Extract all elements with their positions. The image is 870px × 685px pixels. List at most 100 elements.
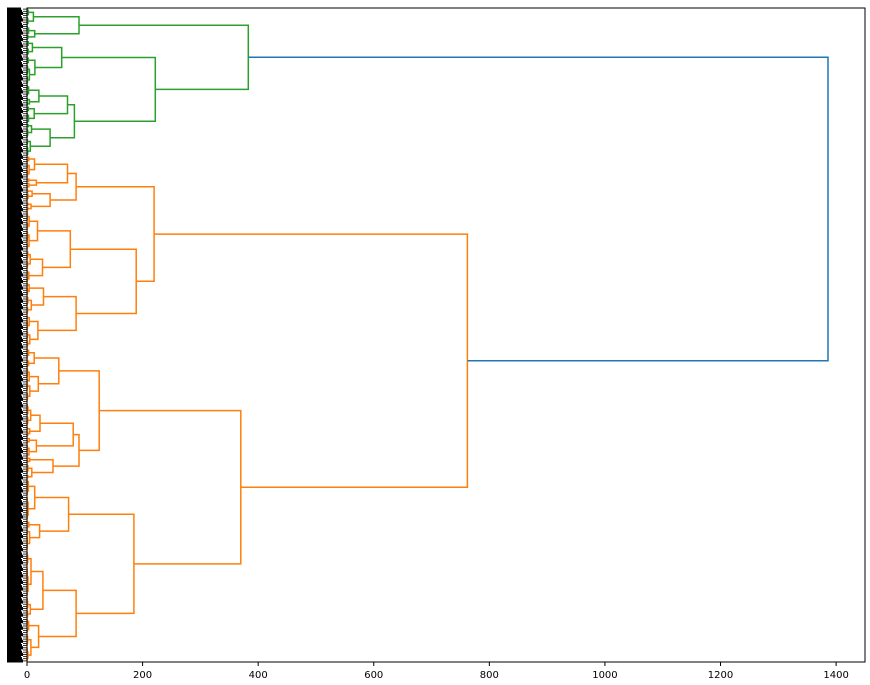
dendrogram-link-113 [27, 253, 31, 265]
dendrogram-link-17 [28, 42, 34, 53]
x-tick-label-1000: 1000 [592, 670, 617, 681]
dendrogram-link-270 [27, 603, 32, 615]
dendrogram-link-2 [27, 11, 35, 22]
leaf-label-mark [7, 236, 21, 240]
leaf-label-mark [7, 567, 23, 571]
leaf-label-mark [7, 260, 23, 264]
leaf-label-mark [7, 657, 22, 661]
leaf-label-mark [7, 212, 22, 216]
leaf-label-mark [7, 654, 21, 659]
leaf-label-mark [7, 90, 23, 94]
leaf-label-mark [7, 635, 21, 639]
leaf-label-mark [7, 269, 21, 273]
leaf-label-mark [7, 105, 21, 109]
leaf-label-mark [7, 162, 23, 166]
dendrogram-link-249 [30, 570, 44, 611]
dendrogram-link-60 [27, 140, 32, 152]
leaf-label-mark [7, 360, 21, 364]
leaf-label-mark [7, 223, 21, 227]
leaf-label-mark [7, 367, 21, 371]
leaf-label-mark [7, 530, 21, 534]
leaf-label-mark [7, 358, 23, 362]
leaf-label-mark [7, 321, 21, 325]
dendrogram-link-250 [27, 557, 32, 585]
leaf-label-mark [7, 55, 22, 59]
leaf-label-mark [7, 648, 21, 652]
leaf-label-mark [7, 164, 21, 168]
leaf-label-mark [7, 539, 22, 543]
leaf-label-mark [7, 641, 21, 646]
leaf-label-mark [7, 301, 21, 305]
leaf-label-mark [7, 314, 21, 319]
x-tick-label-1400: 1400 [823, 670, 848, 681]
dendrogram-link-53 [30, 128, 51, 148]
leaf-label-mark [7, 550, 21, 554]
leaf-label-mark [7, 347, 21, 351]
leaf-label-mark [7, 413, 21, 417]
leaf-label-mark [7, 406, 21, 410]
leaf-label-mark [7, 537, 21, 541]
leaf-label-mark [7, 48, 22, 53]
leaf-label-mark [7, 426, 21, 430]
leaf-label-mark [7, 460, 22, 465]
leaf-label-mark [7, 203, 21, 207]
leaf-label-mark [7, 9, 22, 13]
leaf-label-mark [7, 391, 23, 395]
leaf-label-mark [7, 35, 22, 39]
dendrogram-link-217 [28, 485, 36, 510]
leaf-label-mark [7, 186, 22, 190]
leaf-label-mark [7, 232, 22, 236]
leaf-label-mark [7, 327, 21, 332]
leaf-label-mark [7, 88, 22, 92]
leaf-label-mark [7, 484, 21, 489]
leaf-label-mark [7, 522, 23, 526]
dendrogram-link-82 [27, 182, 30, 188]
leaf-label-mark [7, 229, 21, 233]
leaf-label-mark [7, 144, 21, 148]
leaf-label-column [7, 7, 27, 663]
leaf-label-mark [7, 351, 23, 356]
dendrogram-link-141 [29, 320, 39, 341]
leaf-label-mark [7, 53, 21, 57]
leaf-label-mark [7, 27, 21, 31]
leaf-label-mark [7, 345, 23, 349]
leaf-label-mark [7, 199, 22, 203]
leaf-label-mark [7, 493, 22, 497]
dendrogram-link-37 [28, 89, 40, 103]
leaf-label-mark [7, 552, 22, 556]
leaf-label-mark [7, 210, 21, 214]
leaf-label-mark [7, 75, 22, 79]
dendrogram-link-184 [27, 409, 32, 422]
leaf-label-mark [7, 382, 22, 386]
leaf-label-mark [7, 216, 21, 220]
dendrogram-link-84 [31, 192, 51, 208]
leaf-label-mark [7, 508, 23, 513]
leaf-label-mark [7, 548, 23, 552]
leaf-label-mark [7, 160, 22, 164]
leaf-label-mark [7, 341, 21, 345]
leaf-label-mark [7, 489, 23, 493]
leaf-label-mark [7, 64, 23, 68]
leaf-label-mark [7, 140, 22, 144]
leaf-label-mark [7, 644, 22, 648]
leaf-label-mark [7, 304, 22, 308]
leaf-label-mark [7, 297, 22, 301]
leaf-label-mark [7, 419, 21, 423]
leaf-label-mark [7, 338, 23, 342]
dendrogram-link-158 [28, 351, 35, 365]
leaf-label-mark [7, 371, 23, 375]
leaf-label-mark [7, 14, 21, 18]
leaf-label-mark [7, 559, 22, 563]
dendrogram-link-182 [36, 422, 74, 447]
leaf-label-mark [7, 624, 22, 628]
dendrogram-link-36 [34, 95, 69, 115]
leaf-label-mark [7, 334, 21, 338]
dendrogram-link-1 [33, 15, 80, 35]
leaf-label-mark [7, 168, 23, 172]
leaf-label-mark [7, 96, 23, 101]
leaf-label-mark [7, 526, 22, 530]
leaf-label-mark [7, 554, 23, 558]
leaf-label-mark [7, 225, 22, 229]
leaf-label-mark [7, 378, 23, 382]
leaf-label-mark [7, 214, 23, 218]
